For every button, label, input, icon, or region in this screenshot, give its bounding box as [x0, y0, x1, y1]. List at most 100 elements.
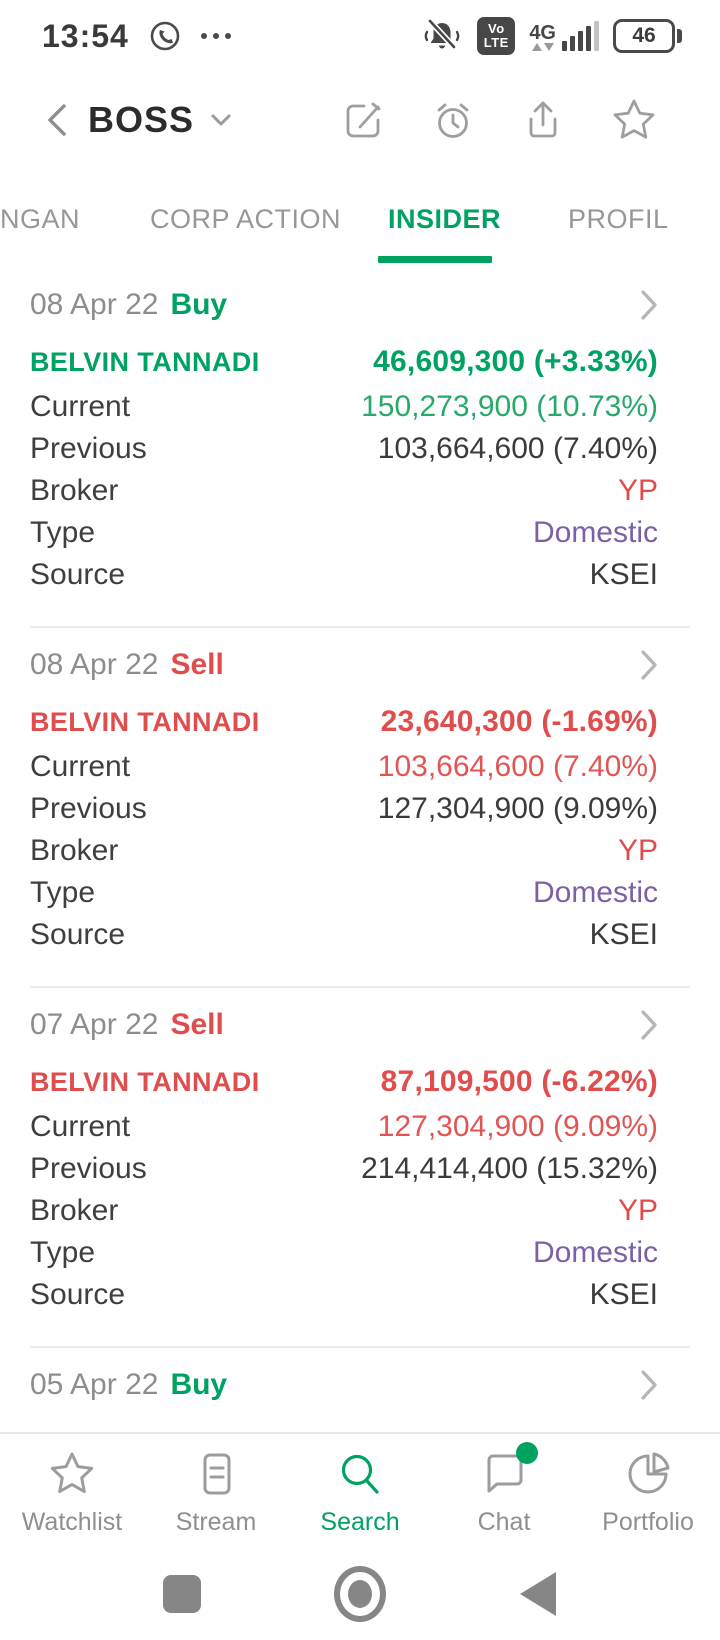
transaction-action: Sell: [170, 648, 224, 681]
more-notifications-icon: [200, 33, 231, 39]
transaction-date-row[interactable]: 07 Apr 22 Sell: [30, 1002, 658, 1048]
bottom-nav: Watchlist Stream Search: [0, 1432, 720, 1548]
tab-profil[interactable]: PROFIL: [568, 204, 669, 234]
mute-bell-icon: [421, 16, 463, 56]
row-label: Source: [30, 1278, 126, 1311]
transaction-amount: 23,640,300 (-1.69%): [380, 705, 658, 738]
share-button[interactable]: [520, 97, 566, 143]
row-label: Current: [30, 390, 131, 423]
transaction-date: 05 Apr 22: [30, 1368, 159, 1401]
type-row: Type Domestic: [30, 1232, 658, 1274]
current-row: Current 103,664,600 (7.40%): [30, 746, 658, 788]
row-value: KSEI: [589, 558, 658, 591]
row-label: Broker: [30, 834, 119, 867]
alarm-alert-button[interactable]: [430, 97, 476, 143]
row-value: 103,664,600 (7.40%): [377, 750, 658, 783]
insider-name: BELVIN TANNADI: [30, 706, 260, 737]
row-label: Type: [30, 876, 96, 909]
row-label: Current: [30, 1110, 131, 1143]
transaction-action: Buy: [170, 1368, 228, 1401]
transaction-card[interactable]: 08 Apr 22 Sell BELVIN TANNADI 23,640,300…: [30, 628, 690, 988]
transaction-card[interactable]: 07 Apr 22 Sell BELVIN TANNADI 87,109,500…: [30, 988, 690, 1348]
nav-label: Watchlist: [21, 1508, 123, 1536]
broker-row: Broker YP: [30, 830, 658, 872]
source-row: Source KSEI: [30, 914, 658, 956]
row-label: Broker: [30, 474, 119, 507]
transaction-date-row[interactable]: 08 Apr 22 Buy: [30, 282, 658, 328]
transaction-action: Sell: [170, 1008, 224, 1041]
android-back-button[interactable]: [510, 1572, 566, 1616]
nav-label: Search: [320, 1508, 400, 1536]
transaction-action: Buy: [170, 288, 228, 321]
nav-chat[interactable]: Chat: [432, 1434, 576, 1548]
signal-strength-icon: 4G: [529, 21, 599, 51]
row-value: YP: [617, 834, 658, 867]
previous-row: Previous 214,414,400 (15.32%): [30, 1148, 658, 1190]
transaction-amount: 87,109,500 (-6.22%): [380, 1065, 658, 1098]
whatsapp-notification-icon: [147, 18, 183, 54]
page-title[interactable]: BOSS: [88, 99, 195, 140]
row-label: Previous: [30, 792, 147, 825]
transaction-date: 07 Apr 22: [30, 1008, 159, 1041]
row-label: Broker: [30, 1194, 119, 1227]
row-label: Source: [30, 918, 126, 951]
row-value: Domestic: [532, 1236, 658, 1269]
chat-unread-badge: [516, 1442, 538, 1464]
transaction-card[interactable]: 05 Apr 22 Buy: [30, 1348, 690, 1438]
transaction-card[interactable]: 08 Apr 22 Buy BELVIN TANNADI 46,609,300 …: [30, 268, 690, 628]
transaction-date-row[interactable]: 08 Apr 22 Sell: [30, 642, 658, 688]
edit-order-button[interactable]: [340, 97, 386, 143]
current-row: Current 127,304,900 (9.09%): [30, 1106, 658, 1148]
chevron-right-icon[interactable]: [636, 1366, 662, 1404]
row-value: KSEI: [589, 1278, 658, 1311]
row-label: Previous: [30, 1152, 147, 1185]
nav-watchlist[interactable]: Watchlist: [0, 1434, 144, 1548]
row-value: KSEI: [589, 918, 658, 951]
search-icon: [336, 1450, 384, 1498]
tab-corp-action[interactable]: CORP ACTION: [150, 204, 342, 234]
tab-keuangan[interactable]: NGAN: [0, 204, 81, 234]
android-navigation-bar: [0, 1548, 720, 1640]
nav-stream[interactable]: Stream: [144, 1434, 288, 1548]
back-button[interactable]: [40, 98, 74, 142]
tab-insider[interactable]: INSIDER: [388, 204, 502, 234]
row-label: Type: [30, 1236, 96, 1269]
chevron-right-icon[interactable]: [636, 646, 662, 684]
chevron-right-icon[interactable]: [636, 286, 662, 324]
android-recents-button[interactable]: [154, 1575, 210, 1613]
nav-label: Chat: [477, 1508, 531, 1536]
chevron-right-icon[interactable]: [636, 1006, 662, 1044]
android-home-button[interactable]: [332, 1566, 388, 1622]
volte-badge-icon: Vo LTE: [477, 17, 516, 55]
stream-icon: [192, 1450, 240, 1498]
battery-icon: 46: [613, 19, 682, 53]
portfolio-pie-icon: [624, 1450, 672, 1498]
star-icon: [47, 1450, 97, 1498]
nav-search[interactable]: Search: [288, 1434, 432, 1548]
row-value: Domestic: [532, 876, 658, 909]
transaction-amount: 46,609,300 (+3.33%): [373, 345, 658, 378]
row-value: YP: [617, 474, 658, 507]
active-tab-underline: [378, 256, 492, 263]
previous-row: Previous 127,304,900 (9.09%): [30, 788, 658, 830]
chat-icon: [480, 1442, 538, 1498]
row-value: 214,414,400 (15.32%): [361, 1152, 658, 1185]
tab-bar: NGAN CORP ACTION INSIDER PROFIL: [0, 196, 720, 264]
insider-name: BELVIN TANNADI: [30, 346, 260, 377]
favorite-star-button[interactable]: [610, 96, 658, 144]
broker-row: Broker YP: [30, 1190, 658, 1232]
row-label: Type: [30, 516, 96, 549]
row-value: 127,304,900 (9.09%): [377, 1110, 658, 1143]
row-label: Previous: [30, 432, 147, 465]
source-row: Source KSEI: [30, 1274, 658, 1316]
row-value: YP: [617, 1194, 658, 1227]
previous-row: Previous 103,664,600 (7.40%): [30, 428, 658, 470]
row-value: Domestic: [532, 516, 658, 549]
transaction-date-row[interactable]: 05 Apr 22 Buy: [30, 1362, 658, 1408]
row-value: 150,273,900 (10.73%): [361, 390, 658, 423]
nav-portfolio[interactable]: Portfolio: [576, 1434, 720, 1548]
row-label: Source: [30, 558, 126, 591]
chevron-down-icon[interactable]: [208, 110, 234, 130]
row-value: 127,304,900 (9.09%): [377, 792, 658, 825]
